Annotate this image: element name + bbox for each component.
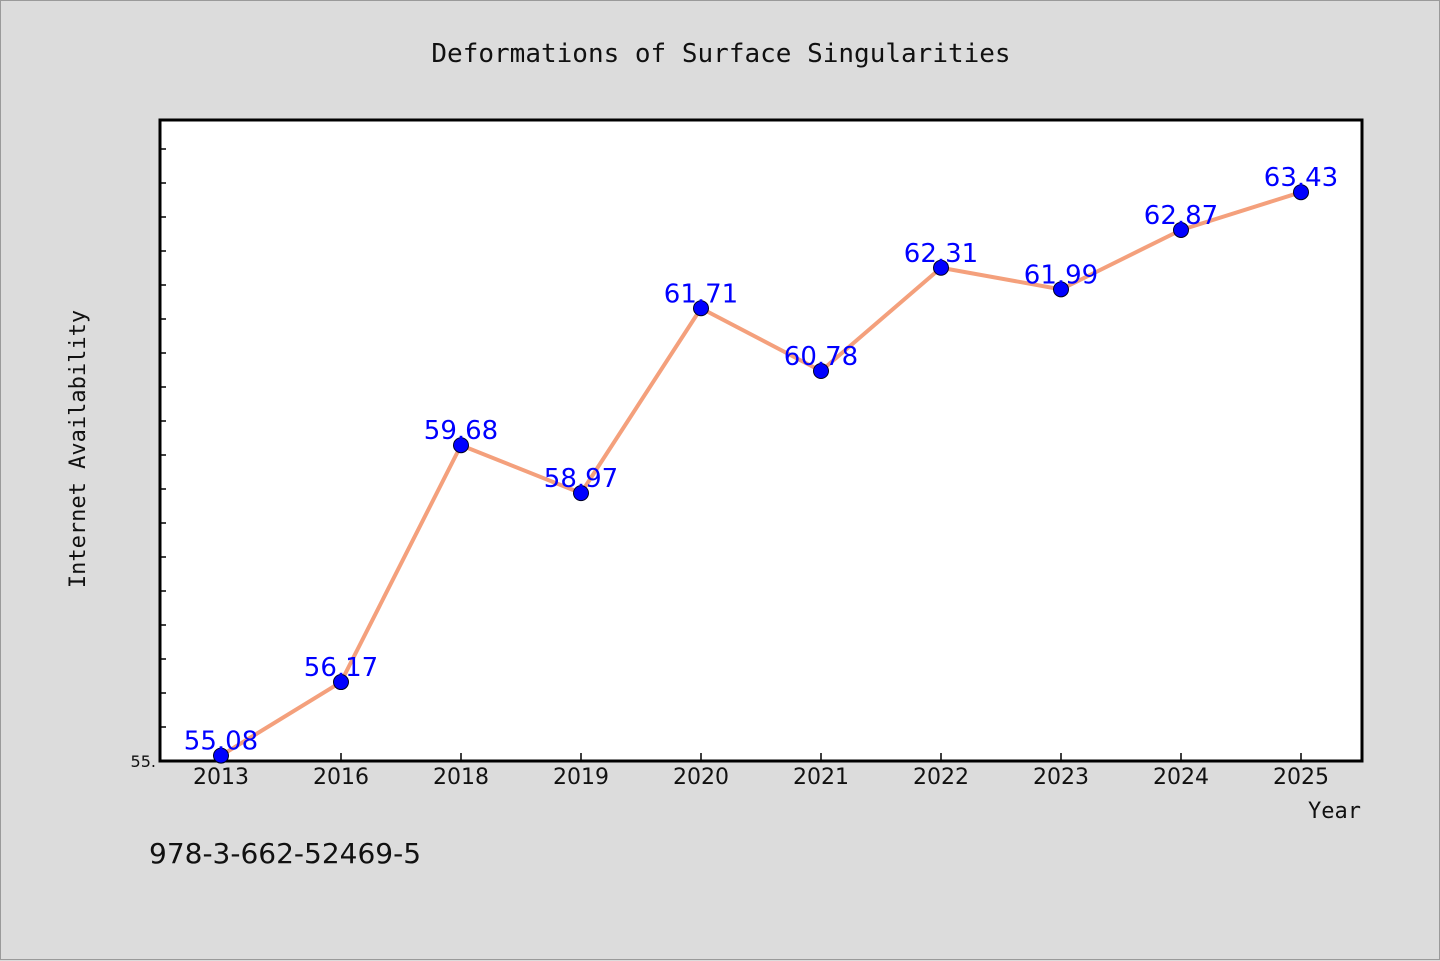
series-markers [213,184,1309,764]
data-point-label: 62.31 [904,239,978,269]
x-axis-label: Year [1308,799,1361,824]
data-point-label: 61.71 [664,279,738,309]
x-tick-label: 2023 [1033,765,1089,790]
isbn-text: 978-3-662-52469-5 [149,837,421,870]
data-point-label: 58.97 [544,464,618,494]
y-axis-minor-ticks [160,148,166,728]
x-tick-label: 2024 [1153,765,1209,790]
chart-title: Deformations of Surface Singularities [431,39,1010,69]
data-point-label: 62.87 [1144,201,1218,231]
x-tick-label: 2025 [1273,765,1329,790]
data-point-marker [573,485,589,502]
x-tick-label: 2013 [193,765,249,790]
x-tick-label: 2021 [793,765,849,790]
data-labels: 55.08 56.17 59.68 58.97 61.71 60.78 62.31 61.99… [184,163,1338,756]
x-axis-tick-labels: 2013 2016 2018 2019 2020 2021 2022 2023 2024 2025 [193,765,1329,790]
data-point-label: 60.78 [784,342,858,372]
y-axis-tick-labels: 55. [131,752,156,771]
y-axis-label: Internet Availability [66,310,91,588]
x-tick-label: 2016 [313,765,369,790]
x-tick-label: 2020 [673,765,729,790]
data-point-marker [1173,221,1189,238]
data-point-marker [333,674,349,691]
data-point-marker [1293,184,1309,201]
data-point-marker [933,259,949,276]
data-point-marker [1053,281,1069,298]
data-point-marker [453,437,469,454]
x-tick-label: 2022 [913,765,969,790]
data-point-label: 63.43 [1264,163,1338,193]
x-tick-label: 2018 [433,765,489,790]
data-point-label: 55.08 [184,727,258,757]
series-line [219,190,1302,758]
data-point-label: 56.17 [304,653,378,683]
data-point-marker [693,300,709,317]
data-point-label: 61.99 [1024,260,1098,290]
data-point-label: 59.68 [424,416,498,446]
data-point-marker [213,747,229,764]
y-tick-label: 55. [131,752,156,771]
plot-area [158,118,1364,763]
x-tick-label: 2019 [553,765,609,790]
data-point-marker [813,363,829,380]
